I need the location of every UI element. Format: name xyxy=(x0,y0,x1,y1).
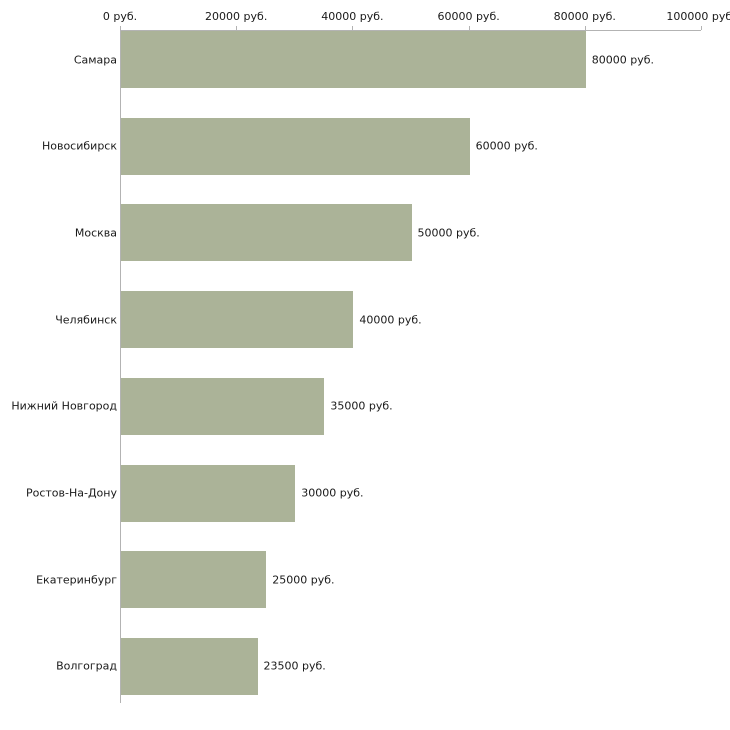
value-label: 35000 руб. xyxy=(330,399,393,413)
category-label: Москва xyxy=(74,226,117,240)
value-label: 80000 руб. xyxy=(591,53,655,66)
value-label: 60000 руб. xyxy=(475,139,538,153)
x-axis-tick xyxy=(352,26,354,30)
value-label: 50000 руб. xyxy=(417,226,480,240)
x-axis-tick-label: 20000 руб. xyxy=(205,10,268,23)
category-label: Челябинск xyxy=(55,313,117,327)
bar xyxy=(121,637,258,695)
x-axis-tick-label: 0 руб. xyxy=(102,10,138,23)
bar xyxy=(121,377,325,435)
x-axis-tick xyxy=(236,26,238,30)
category-label: Самара xyxy=(73,53,117,66)
x-axis-tick xyxy=(701,26,702,30)
value-label: 40000 руб. xyxy=(359,313,422,327)
bar xyxy=(121,464,296,522)
bar xyxy=(121,551,267,609)
category-label: Екатеринбург xyxy=(36,573,117,587)
bar xyxy=(121,31,586,88)
bar xyxy=(121,291,354,349)
category-label: Ростов-На-Дону xyxy=(25,486,117,500)
x-axis-tick xyxy=(120,26,121,30)
x-axis-tick xyxy=(468,26,470,30)
category-label: Нижний Новгород xyxy=(11,399,117,413)
category-label: Волгоград xyxy=(56,659,117,673)
x-axis-line xyxy=(120,30,701,31)
y-axis-line xyxy=(120,30,121,703)
x-axis-tick-label: 100000 руб. xyxy=(666,10,730,23)
bar xyxy=(121,204,412,262)
value-label: 30000 руб. xyxy=(301,486,364,500)
value-label: 23500 руб. xyxy=(263,659,326,673)
x-axis-tick-label: 40000 руб. xyxy=(321,10,384,23)
bar xyxy=(121,117,470,175)
category-label: Новосибирск xyxy=(41,139,117,153)
value-label: 25000 руб. xyxy=(272,573,335,587)
x-axis-tick-label: 60000 руб. xyxy=(437,10,500,23)
x-axis-tick-label: 80000 руб. xyxy=(553,10,616,23)
x-axis-tick xyxy=(584,26,586,30)
